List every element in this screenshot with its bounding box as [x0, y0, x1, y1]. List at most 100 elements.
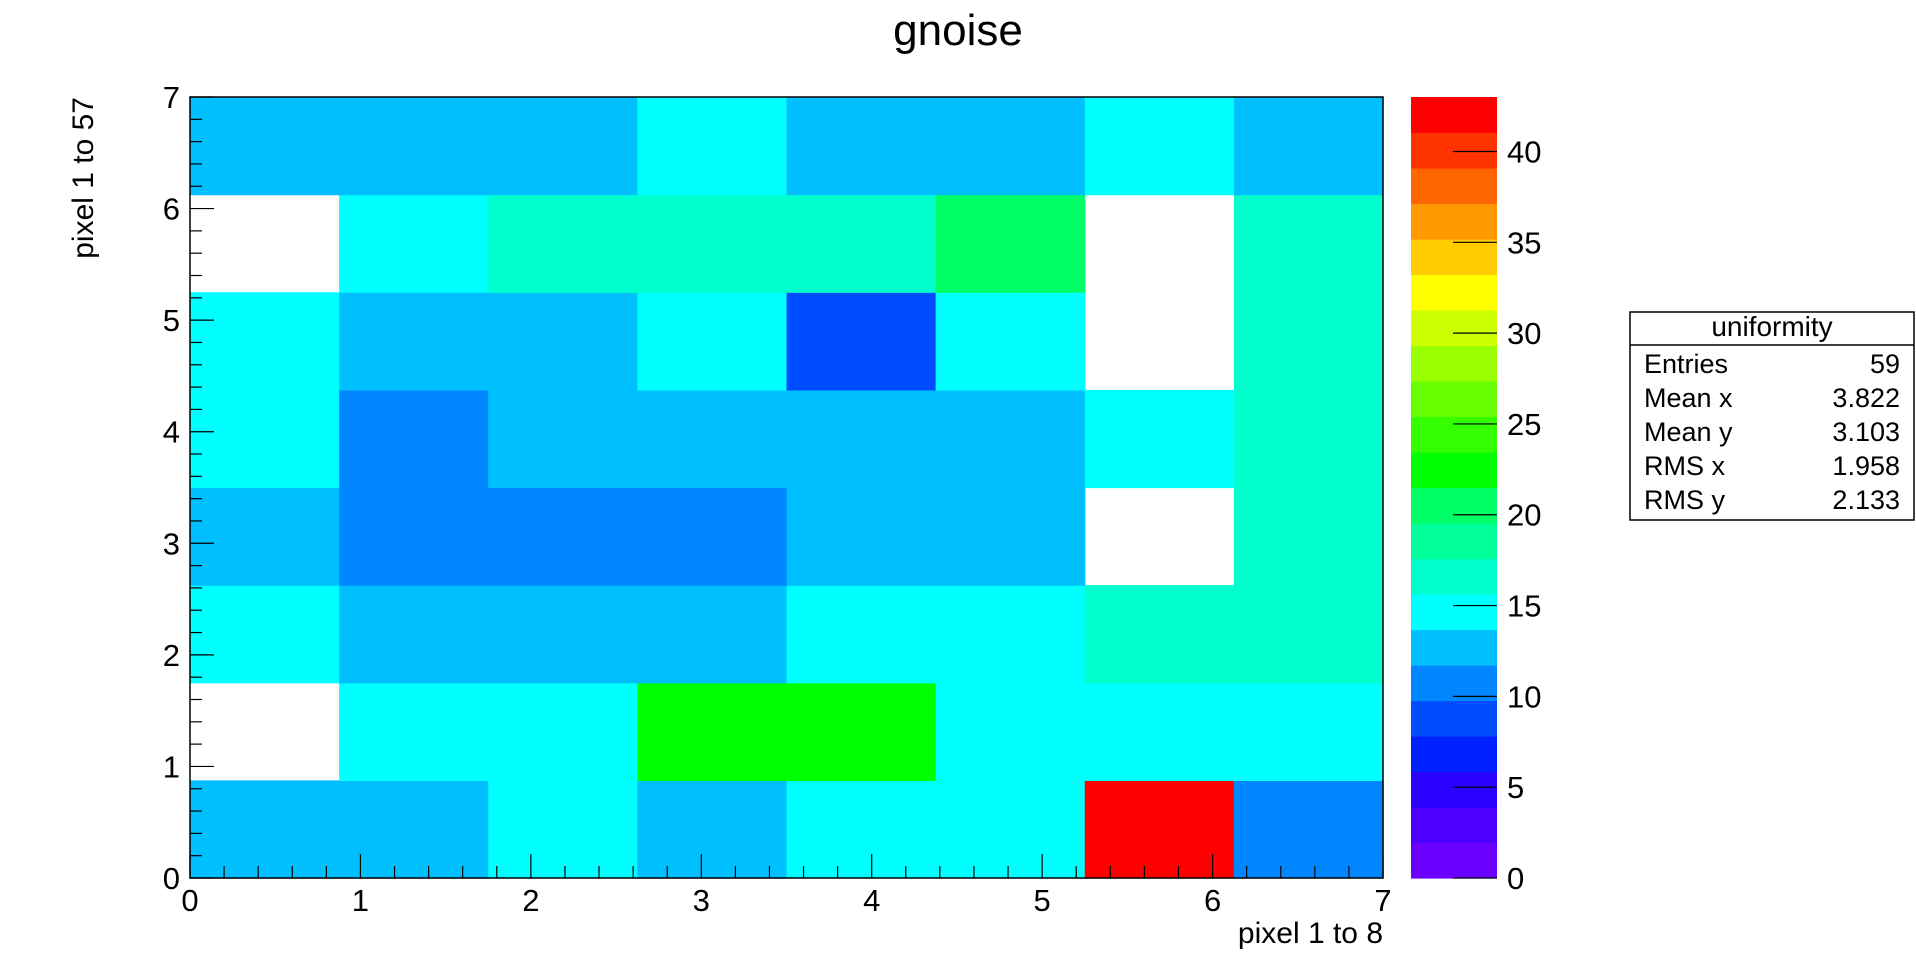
heatmap-cell-5-1: [786, 780, 937, 879]
color-scale-bin: [1411, 558, 1497, 595]
y-tick-label: 4: [163, 415, 180, 450]
heatmap-cell-4-5: [637, 389, 788, 489]
heatmap-cell-3-5: [488, 389, 638, 489]
heatmap-cell-5-3: [786, 585, 937, 684]
color-scale-label: 25: [1507, 407, 1541, 442]
heatmap-cell-5-6: [786, 292, 937, 391]
heatmap-cell-5-4: [786, 487, 937, 586]
heatmap-cell-4-2: [637, 682, 788, 781]
heatmap-cell-6-6: [935, 292, 1086, 391]
heatmap-cell-2-3: [339, 585, 489, 684]
heatmap-cell-1-3: [190, 585, 340, 684]
color-scale-bin: [1411, 416, 1497, 453]
heatmap-cell-3-7: [488, 194, 638, 293]
heatmap-cell-2-6: [339, 292, 489, 391]
heatmap-cell-8-6: [1233, 292, 1384, 391]
stats-value: 3.103: [1832, 417, 1900, 447]
heatmap-cell-2-7: [339, 194, 489, 293]
color-scale-bin: [1411, 842, 1497, 879]
y-tick-label: 3: [163, 526, 180, 561]
color-scale-bin: [1411, 274, 1497, 311]
stats-label: Entries: [1644, 349, 1728, 379]
heatmap-cell-5-7: [786, 194, 937, 293]
x-tick-label: 3: [693, 883, 710, 918]
heatmap-cell-3-8: [488, 97, 638, 196]
heatmap-cell-8-4: [1233, 487, 1384, 586]
stats-label: Mean y: [1644, 417, 1733, 447]
heatmap-cell-5-8: [786, 97, 937, 196]
x-tick-label: 0: [181, 883, 198, 918]
color-scale-bin: [1411, 629, 1497, 666]
heatmap-cell-4-6: [637, 292, 788, 391]
y-axis: 0 1 2 3 4 5 6 7: [163, 80, 214, 896]
stats-value: 59: [1870, 349, 1900, 379]
color-scale-label: 20: [1507, 498, 1541, 533]
color-scale-bin: [1411, 168, 1497, 205]
heatmap-cell-1-4: [190, 487, 340, 586]
heatmap-cell-6-8: [935, 97, 1086, 196]
color-scale-bin: [1411, 487, 1497, 524]
stats-value: 2.133: [1832, 485, 1900, 515]
heatmap-cell-8-8: [1233, 97, 1384, 196]
heatmap-cell-2-5: [339, 389, 489, 489]
heatmap-cell-6-7: [935, 194, 1086, 293]
color-scale-bin: [1411, 452, 1497, 489]
heatmap-cell-4-3: [637, 585, 788, 684]
heatmap-cell-8-1: [1233, 780, 1384, 879]
heatmap-cell-7-8: [1084, 97, 1235, 196]
color-scale-bin: [1411, 132, 1497, 169]
heatmap-cell-3-1: [488, 780, 638, 879]
heatmap-cell-1-6: [190, 292, 340, 391]
plot-frame: [189, 96, 1384, 879]
stats-rows: Entries 59 Mean x 3.822 Mean y 3.103 RMS x 1.95…: [1644, 349, 1900, 515]
color-scale-bin: [1411, 345, 1497, 382]
color-scale-bin: [1411, 700, 1497, 737]
color-scale-label: 15: [1507, 589, 1541, 624]
color-scale-bin: [1411, 736, 1497, 773]
heatmap-cell-8-2: [1233, 682, 1384, 781]
heatmap-cell-1-5: [190, 389, 340, 489]
heatmap-cell-2-8: [339, 97, 489, 196]
heatmap-cell-4-7: [637, 194, 788, 293]
heatmap-cell-8-7: [1233, 194, 1384, 293]
color-scale-label: 30: [1507, 316, 1541, 351]
x-tick-label: 7: [1374, 883, 1391, 918]
y-tick-label: 6: [163, 192, 180, 227]
color-scale-bin: [1411, 203, 1497, 240]
heatmap-cell-6-1: [935, 780, 1086, 879]
color-scale-label: 40: [1507, 134, 1541, 169]
stats-value: 1.958: [1832, 451, 1900, 481]
heatmap-cell-1-1: [190, 780, 340, 879]
heatmap-cell-4-1: [637, 780, 788, 879]
color-scale-bin: [1411, 594, 1497, 631]
heatmap-cell-3-2: [488, 682, 638, 781]
stats-box-frame: [1629, 311, 1915, 521]
x-tick-label: 4: [863, 883, 880, 918]
heatmap-cell-7-2: [1084, 682, 1235, 781]
y-axis-label: pixel 1 to 57: [67, 97, 100, 259]
color-scale-bin: [1411, 381, 1497, 418]
stats-label: RMS y: [1644, 485, 1726, 515]
heatmap-cell-2-2: [339, 682, 489, 781]
heatmap-cell-1-8: [190, 97, 340, 196]
y-tick-label: 7: [163, 80, 180, 115]
color-scale-bin: [1411, 665, 1497, 702]
color-scale-label: 35: [1507, 225, 1541, 260]
heatmap-cell-6-3: [935, 585, 1086, 684]
y-tick-label: 1: [163, 749, 180, 784]
y-tick-label: 2: [163, 638, 180, 673]
color-scale-label: 0: [1507, 861, 1524, 896]
stats-box: uniformity Entries 59 Mean x 3.822 Mean y 3.1…: [1629, 311, 1915, 521]
heatmap-cell-6-5: [935, 389, 1086, 489]
color-scale: 0 5 10 15 20 25 30 35 40: [1411, 97, 1541, 896]
heatmap-cells: [190, 97, 1384, 879]
stats-box-title: uniformity: [1711, 311, 1832, 342]
color-scale-label: 10: [1507, 679, 1541, 714]
heatmap-cell-6-2: [935, 682, 1086, 781]
heatmap-cell-5-2: [786, 682, 937, 781]
heatmap-cell-7-5: [1084, 389, 1235, 489]
heatmap-cell-3-4: [488, 487, 638, 586]
heatmap-cell-4-8: [637, 97, 788, 196]
color-scale-bin: [1411, 97, 1497, 134]
